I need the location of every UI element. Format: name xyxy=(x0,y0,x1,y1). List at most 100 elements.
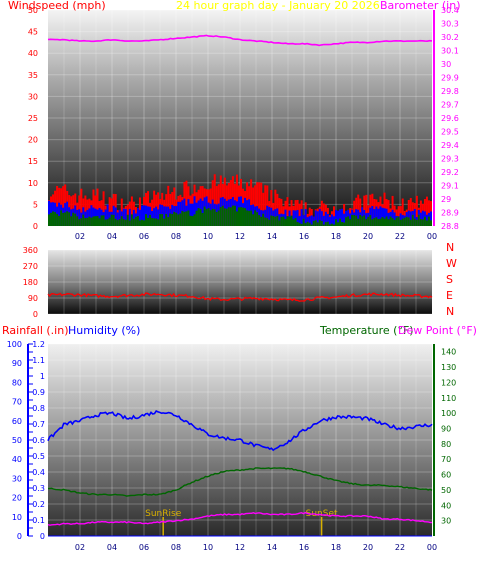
rainfall-tick-label: 0.9 xyxy=(32,388,45,397)
wind-low-bar xyxy=(94,216,97,226)
wind-avg-bar xyxy=(357,209,360,226)
wind-low-bar xyxy=(191,216,194,226)
temperature-tick-label: 70 xyxy=(441,455,451,464)
wind-low-bar xyxy=(213,209,216,226)
wind-low-bar xyxy=(68,212,71,226)
wind-barometer-panel: 5045403530252015105030.430.330.230.13029… xyxy=(8,0,461,241)
wind-avg-bar xyxy=(377,208,380,226)
direction-tick-label: 0 xyxy=(33,310,38,319)
wind-avg-bar xyxy=(167,206,170,226)
wind-low-bar xyxy=(266,218,269,226)
wind-low-bar xyxy=(52,211,55,226)
wind-low-bar xyxy=(411,214,414,226)
wind-avg-bar xyxy=(104,209,107,226)
wind-avg-bar xyxy=(284,209,287,226)
direction-series xyxy=(47,292,433,302)
barometer-tick-label: 29 xyxy=(441,195,451,204)
wind-gust-bar xyxy=(425,196,428,226)
wind-low-bar xyxy=(284,219,287,226)
wind-low-bar xyxy=(304,223,307,226)
wind-low-bar xyxy=(322,224,325,226)
wind-low-bar xyxy=(395,217,398,226)
barometer-tick-label: 29.8 xyxy=(441,87,459,96)
windspeed-tick-label: 20 xyxy=(28,136,38,145)
wind-avg-bar xyxy=(381,207,384,226)
wind-low-bar xyxy=(409,219,412,226)
wind-low-bar xyxy=(320,221,323,226)
wind-avg-bar xyxy=(48,200,51,226)
wind-avg-bar xyxy=(429,211,432,226)
wind-low-bar xyxy=(314,220,317,226)
wind-low-bar xyxy=(175,212,178,226)
wind-avg-bar xyxy=(304,209,307,226)
wind-low-bar xyxy=(302,218,305,226)
wind-low-bar xyxy=(240,207,243,226)
wind-low-bar xyxy=(429,220,432,226)
wind-low-bar xyxy=(64,212,67,226)
barometer-tick-label: 29.6 xyxy=(441,114,459,123)
wind-low-bar xyxy=(310,224,313,226)
sunset-label: SunSet xyxy=(306,509,338,519)
humidity-line xyxy=(47,409,433,452)
wind-low-bar xyxy=(345,217,348,226)
sunrise-label: SunRise xyxy=(145,509,182,519)
barometer-tick-label: 29.1 xyxy=(441,182,459,191)
x-tick-label: 00 xyxy=(427,543,437,552)
wind-gust-bar xyxy=(260,182,263,226)
wind-low-bar xyxy=(237,207,240,226)
wind-low-bar xyxy=(171,213,174,226)
wind-low-bar xyxy=(136,216,139,226)
wind-gust-bar xyxy=(250,179,253,226)
wind-gust-bar xyxy=(415,195,418,226)
wind-avg-bar xyxy=(399,213,402,226)
wind-avg-bar xyxy=(193,196,196,226)
wind-avg-bar xyxy=(78,209,81,226)
rainfall-tick-label: 0.7 xyxy=(32,420,45,429)
compass-label: E xyxy=(446,289,453,302)
wind-low-bar xyxy=(189,215,192,226)
wind-avg-bar xyxy=(341,208,344,226)
wind-gust-bar xyxy=(213,174,216,226)
wind-avg-bar xyxy=(278,214,281,226)
wind-direction-line xyxy=(47,292,433,302)
wind-avg-bar xyxy=(337,210,340,226)
wind-low-bar xyxy=(403,217,406,226)
wind-low-bar xyxy=(102,215,105,226)
wind-low-bar xyxy=(262,213,265,226)
wind-avg-bar xyxy=(157,209,160,226)
wind-avg-bar xyxy=(383,208,386,226)
wind-gust-bar xyxy=(264,185,267,226)
barometer-tick-label: 30.1 xyxy=(441,47,459,56)
wind-gust-bar xyxy=(157,192,160,226)
wind-low-bar xyxy=(399,219,402,226)
wind-avg-bar xyxy=(409,211,412,226)
wind-low-bar xyxy=(110,214,113,226)
wind-low-bar xyxy=(161,214,164,226)
wind-low-bar xyxy=(308,222,311,226)
wind-avg-bar xyxy=(140,205,143,226)
rainfall-tick-label: 1.1 xyxy=(32,356,45,365)
wind-low-bar xyxy=(227,207,230,226)
wind-gust-bar xyxy=(102,191,105,226)
temperature-tick-label: 90 xyxy=(441,424,451,433)
wind-low-bar xyxy=(76,216,79,226)
wind-avg-bar xyxy=(143,205,145,226)
wind-low-bar xyxy=(199,208,202,226)
barometer-tick-label: 29.2 xyxy=(441,168,459,177)
wind-low-bar xyxy=(219,207,222,226)
x-tick-label: 02 xyxy=(75,543,85,552)
compass-label: N xyxy=(446,241,454,254)
wind-low-bar xyxy=(391,218,394,226)
wind-low-bar xyxy=(118,219,121,226)
wind-low-bar xyxy=(326,221,329,226)
humidity-series: SunRise SunSet xyxy=(47,409,433,537)
wind-ticks: 5045403530252015105030.430.330.230.13029… xyxy=(28,6,459,241)
windspeed-tick-label: 15 xyxy=(28,157,38,166)
wind-low-bar xyxy=(349,219,352,226)
wind-low-bar xyxy=(92,216,95,226)
wind-avg-bar xyxy=(326,214,329,226)
wind-low-bar xyxy=(134,216,137,226)
wind-low-bar xyxy=(132,218,135,226)
